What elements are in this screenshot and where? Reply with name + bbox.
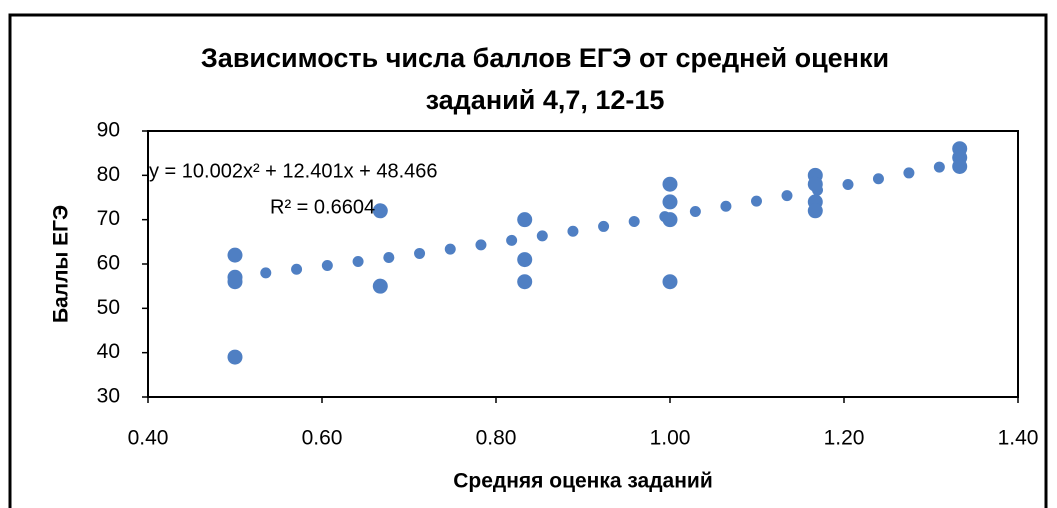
y-tick-label: 80 [97, 163, 120, 186]
y-tick-label: 30 [97, 385, 120, 408]
x-tick-label: 1.20 [824, 427, 865, 450]
y-axis-title: Баллы ЕГЭ [50, 205, 73, 323]
chart-title: заданий 4,7, 12-15 [426, 85, 665, 115]
x-tick-label: 0.60 [302, 427, 343, 450]
data-point [372, 203, 388, 219]
data-point [517, 252, 533, 268]
x-tick-label: 1.00 [650, 427, 691, 450]
x-tick-label: 1.40 [998, 427, 1039, 450]
data-point [517, 212, 533, 228]
data-point [662, 176, 678, 192]
trendline-r-squared: R² = 0.6604 [270, 196, 375, 218]
x-tick-label: 0.80 [476, 427, 517, 450]
data-point [227, 247, 243, 263]
trendline-equation: y = 10.002x² + 12.401x + 48.466 [149, 160, 438, 182]
data-point [662, 274, 678, 290]
data-point [227, 349, 243, 365]
y-tick-label: 90 [97, 119, 120, 142]
data-point [662, 212, 678, 228]
chart-title: Зависимость числа баллов ЕГЭ от средней … [201, 43, 889, 73]
data-point [952, 158, 968, 174]
data-point [517, 274, 533, 290]
data-point [372, 278, 388, 294]
y-tick-label: 40 [97, 340, 120, 363]
data-point [227, 274, 243, 290]
data-point [662, 194, 678, 210]
data-point [807, 176, 823, 192]
y-tick-label: 70 [97, 207, 120, 230]
data-point [807, 203, 823, 219]
y-tick-label: 50 [97, 296, 120, 319]
x-tick-label: 0.40 [128, 427, 169, 450]
x-axis-title: Средняя оценка заданий [453, 470, 713, 493]
y-tick-label: 60 [97, 252, 120, 275]
